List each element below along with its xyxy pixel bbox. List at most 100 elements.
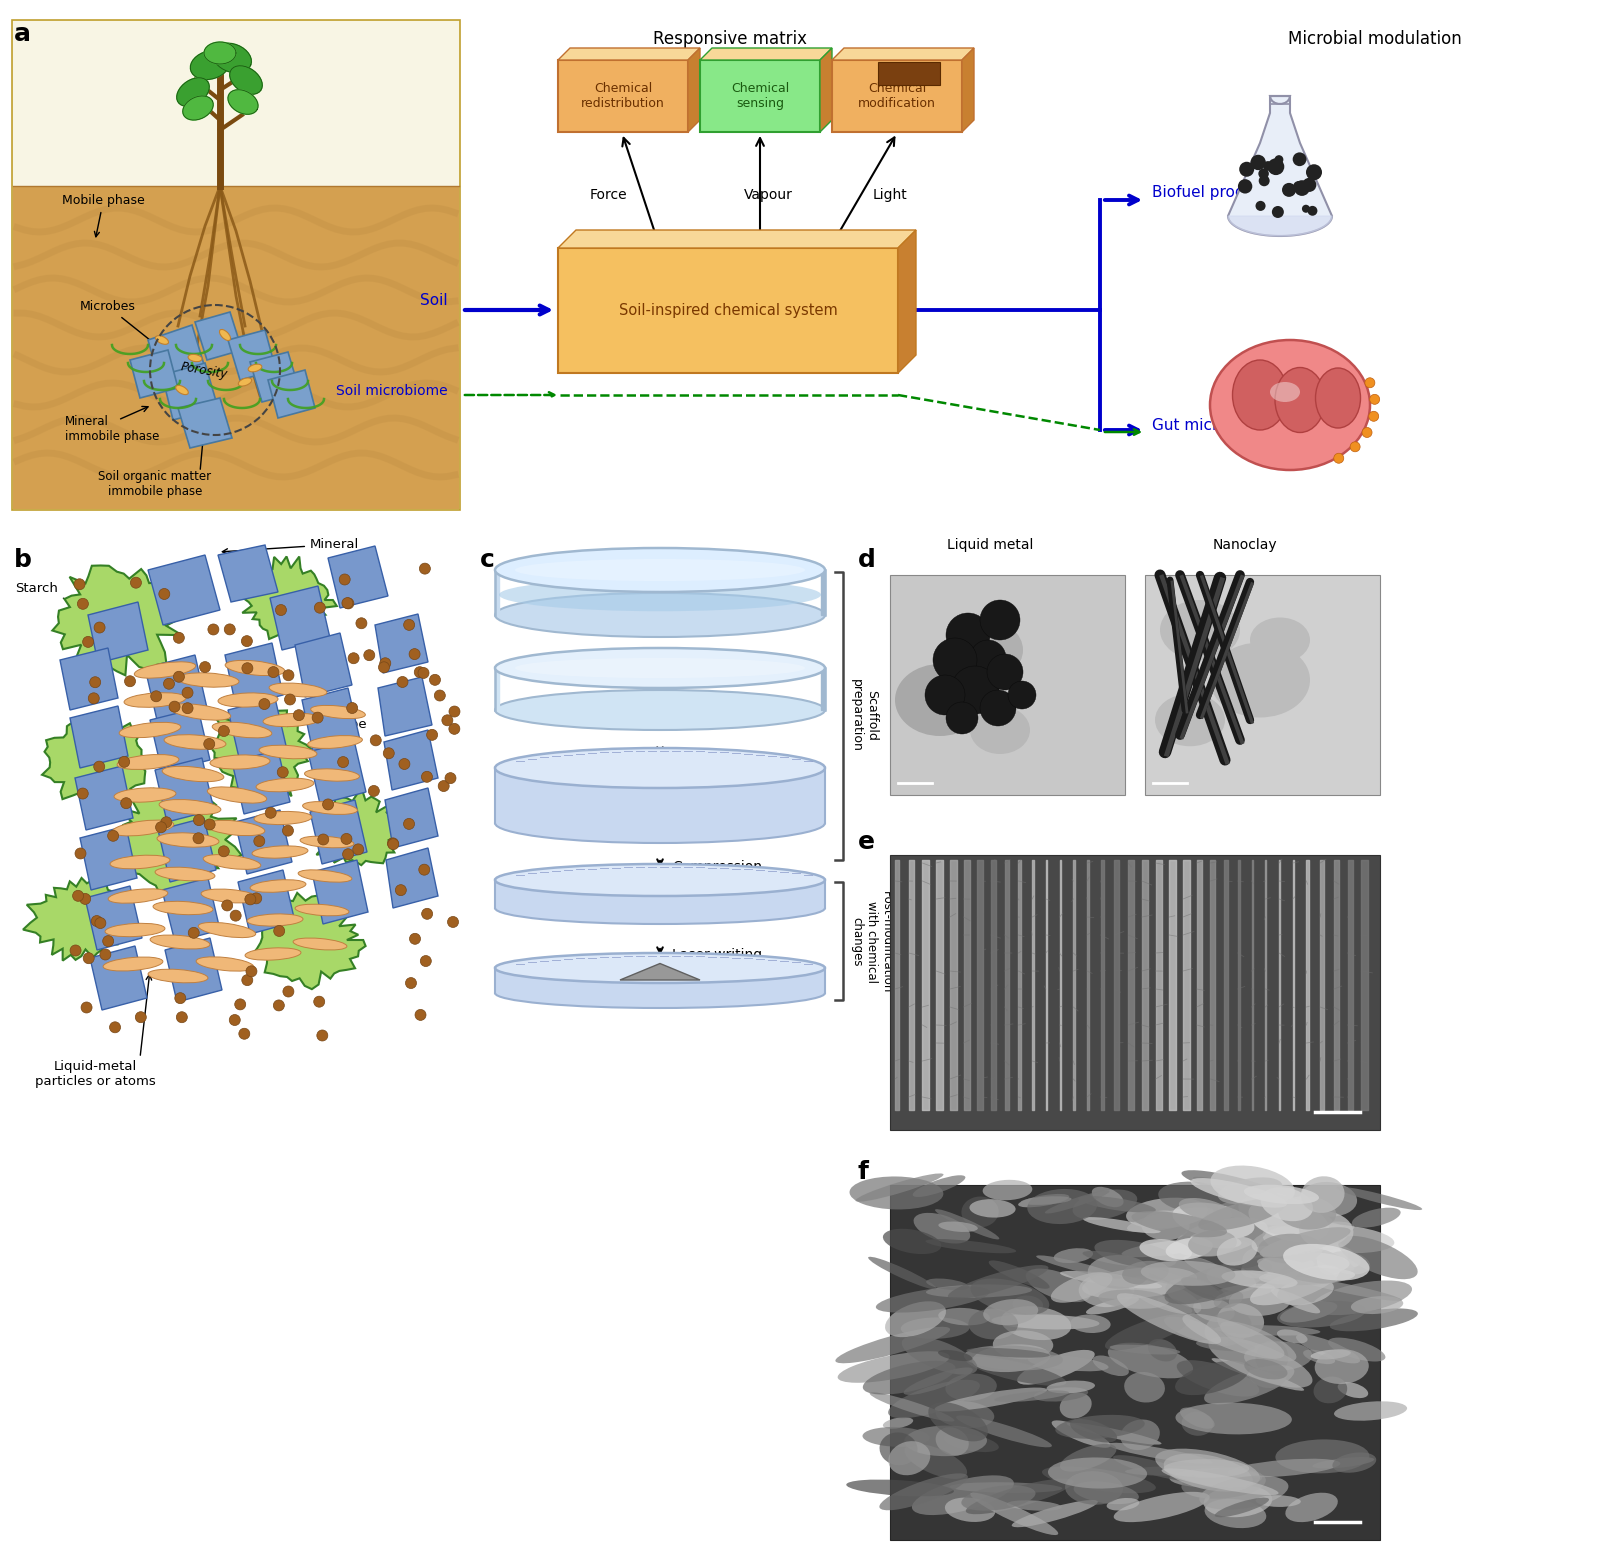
Polygon shape: [250, 892, 366, 989]
Polygon shape: [204, 42, 236, 64]
Polygon shape: [162, 878, 220, 942]
Circle shape: [1306, 164, 1322, 180]
Ellipse shape: [1352, 1208, 1400, 1227]
Circle shape: [388, 838, 398, 849]
Ellipse shape: [1208, 1336, 1312, 1388]
Ellipse shape: [1304, 1246, 1354, 1271]
Ellipse shape: [1139, 1239, 1192, 1261]
Ellipse shape: [1214, 1497, 1269, 1518]
Ellipse shape: [1179, 1197, 1232, 1221]
Ellipse shape: [1200, 1475, 1288, 1510]
Ellipse shape: [496, 592, 824, 638]
Ellipse shape: [1221, 1321, 1296, 1361]
Ellipse shape: [863, 1427, 930, 1447]
Ellipse shape: [269, 683, 327, 697]
Circle shape: [234, 999, 245, 1010]
Ellipse shape: [1160, 600, 1240, 660]
Ellipse shape: [1256, 1341, 1288, 1375]
Ellipse shape: [225, 660, 286, 675]
Ellipse shape: [260, 746, 318, 758]
Ellipse shape: [1107, 1497, 1139, 1510]
Ellipse shape: [1250, 1264, 1339, 1305]
Circle shape: [371, 735, 382, 746]
Ellipse shape: [212, 722, 271, 738]
Text: Liquid-metal
particles or atoms: Liquid-metal particles or atoms: [35, 1060, 156, 1088]
Circle shape: [946, 702, 978, 735]
Polygon shape: [196, 313, 242, 359]
Circle shape: [95, 917, 106, 928]
Circle shape: [245, 894, 255, 905]
Ellipse shape: [1161, 1468, 1278, 1496]
Circle shape: [273, 1000, 284, 1011]
Circle shape: [192, 833, 204, 844]
Circle shape: [160, 817, 172, 828]
Text: Laser writing: Laser writing: [672, 949, 762, 961]
Ellipse shape: [1270, 1289, 1320, 1313]
Circle shape: [346, 702, 358, 713]
Ellipse shape: [1055, 1415, 1145, 1440]
Polygon shape: [71, 706, 128, 767]
Ellipse shape: [496, 978, 824, 1008]
Ellipse shape: [1214, 1291, 1243, 1308]
Polygon shape: [178, 399, 233, 449]
Ellipse shape: [253, 811, 313, 825]
Text: Chemical
sensing: Chemical sensing: [731, 81, 789, 109]
Ellipse shape: [1192, 1236, 1262, 1269]
Ellipse shape: [1214, 1325, 1320, 1336]
Circle shape: [229, 1014, 241, 1025]
Text: Microbe: Microbe: [204, 710, 367, 731]
Circle shape: [156, 822, 167, 833]
Ellipse shape: [1020, 1196, 1071, 1205]
Ellipse shape: [993, 1330, 1054, 1360]
Circle shape: [422, 771, 433, 783]
Polygon shape: [496, 880, 824, 908]
Polygon shape: [250, 352, 300, 402]
Ellipse shape: [1079, 1272, 1134, 1307]
Circle shape: [77, 788, 88, 799]
Ellipse shape: [850, 1177, 943, 1210]
Polygon shape: [228, 330, 276, 380]
Ellipse shape: [257, 778, 314, 792]
Ellipse shape: [1083, 1268, 1197, 1299]
Ellipse shape: [836, 1327, 950, 1363]
Circle shape: [343, 849, 353, 860]
Ellipse shape: [1312, 1280, 1412, 1314]
Circle shape: [395, 885, 406, 896]
Ellipse shape: [1193, 1177, 1299, 1204]
Polygon shape: [387, 849, 438, 908]
Circle shape: [168, 702, 180, 713]
Ellipse shape: [913, 1475, 1014, 1515]
Ellipse shape: [204, 855, 261, 869]
Ellipse shape: [1110, 1344, 1181, 1355]
Text: b: b: [14, 549, 32, 572]
Circle shape: [99, 949, 111, 960]
Ellipse shape: [1158, 1182, 1237, 1214]
Circle shape: [1307, 206, 1317, 216]
Ellipse shape: [1073, 1189, 1137, 1221]
Circle shape: [103, 936, 114, 947]
Polygon shape: [877, 63, 940, 84]
Ellipse shape: [151, 935, 210, 949]
Circle shape: [1302, 178, 1317, 192]
Circle shape: [218, 846, 229, 857]
Circle shape: [276, 605, 287, 616]
Bar: [13, 20, 459, 186]
Ellipse shape: [1067, 1422, 1161, 1444]
Ellipse shape: [1094, 1239, 1177, 1268]
Ellipse shape: [905, 1425, 986, 1457]
Ellipse shape: [1227, 1458, 1341, 1477]
Ellipse shape: [935, 1388, 1047, 1411]
Polygon shape: [22, 878, 135, 961]
Circle shape: [218, 725, 229, 736]
Circle shape: [284, 694, 295, 705]
Circle shape: [75, 849, 87, 860]
Ellipse shape: [1092, 1355, 1129, 1375]
Circle shape: [399, 758, 411, 769]
Circle shape: [71, 946, 82, 957]
Circle shape: [88, 692, 99, 703]
Ellipse shape: [1182, 1171, 1283, 1200]
Ellipse shape: [199, 922, 255, 938]
Ellipse shape: [1156, 1297, 1192, 1313]
Ellipse shape: [1113, 1491, 1209, 1522]
Circle shape: [282, 825, 294, 836]
